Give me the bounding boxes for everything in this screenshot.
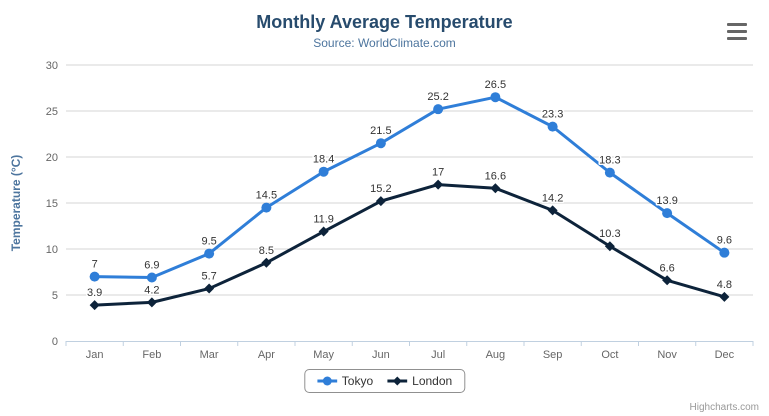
- data-label-tokyo: 23.3: [542, 109, 563, 121]
- data-point-london[interactable]: [490, 183, 501, 194]
- data-label-london: 6.6: [659, 262, 674, 274]
- data-label-tokyo: 25.2: [427, 91, 448, 103]
- data-label-london: 4.8: [717, 279, 732, 291]
- data-point-tokyo[interactable]: [146, 272, 157, 283]
- data-label-tokyo: 18.3: [599, 155, 620, 167]
- series-line-tokyo[interactable]: [93, 95, 726, 280]
- x-axis-label: Mar: [200, 349, 219, 361]
- data-label-london: 3.9: [87, 287, 102, 299]
- legend-label-tokyo: Tokyo: [341, 374, 374, 388]
- data-label-tokyo: 9.6: [717, 235, 732, 247]
- data-label-tokyo: 13.9: [656, 195, 677, 207]
- data-point-london[interactable]: [719, 291, 730, 302]
- data-label-london: 5.7: [201, 271, 216, 283]
- data-point-london[interactable]: [261, 257, 272, 268]
- data-label-london: 10.3: [599, 228, 620, 240]
- x-axis-label: Oct: [601, 349, 618, 361]
- data-point-tokyo[interactable]: [375, 138, 386, 149]
- y-axis-label: 0: [52, 336, 58, 348]
- data-point-london[interactable]: [375, 196, 386, 207]
- data-label-tokyo: 7: [92, 259, 98, 271]
- data-label-london: 14.2: [542, 192, 563, 204]
- data-point-tokyo[interactable]: [204, 248, 215, 259]
- data-point-london[interactable]: [318, 226, 329, 237]
- data-label-london: 11.9: [313, 214, 334, 226]
- y-axis-label: 15: [46, 198, 58, 210]
- data-point-tokyo[interactable]: [490, 92, 501, 103]
- data-point-london[interactable]: [89, 300, 100, 311]
- x-axis-label: Aug: [486, 349, 506, 361]
- y-axis-label: 20: [46, 152, 58, 164]
- data-point-tokyo[interactable]: [261, 202, 272, 213]
- data-label-tokyo: 18.4: [313, 154, 334, 166]
- x-axis-label: Sep: [543, 349, 563, 361]
- data-point-tokyo[interactable]: [662, 208, 673, 219]
- hamburger-icon: [727, 29, 747, 33]
- x-axis-label: Dec: [715, 349, 735, 361]
- x-axis-label: May: [313, 349, 334, 361]
- x-axis-label: Feb: [142, 349, 161, 361]
- data-point-london[interactable]: [662, 275, 673, 286]
- data-point-london[interactable]: [146, 297, 157, 308]
- data-label-london: 4.2: [144, 284, 159, 296]
- credits-link[interactable]: Highcharts.com: [689, 402, 759, 413]
- data-point-london[interactable]: [204, 283, 215, 294]
- y-axis-label: 5: [52, 290, 58, 302]
- x-axis-label: Jul: [431, 349, 445, 361]
- context-menu-button[interactable]: [725, 18, 753, 44]
- data-label-tokyo: 6.9: [144, 260, 159, 272]
- data-label-tokyo: 21.5: [370, 125, 391, 137]
- chart-subtitle: Source: WorldClimate.com: [313, 36, 456, 50]
- data-point-london[interactable]: [433, 179, 444, 190]
- london-legend-marker-icon: [387, 376, 408, 386]
- y-axis-label: 10: [46, 244, 58, 256]
- data-point-tokyo[interactable]: [719, 247, 730, 258]
- legend: Tokyo London: [303, 369, 466, 393]
- y-axis-title: Temperature (°C): [9, 155, 23, 252]
- x-axis-label: Apr: [258, 349, 275, 361]
- data-label-london: 15.2: [370, 183, 391, 195]
- data-point-tokyo[interactable]: [547, 121, 558, 132]
- data-point-tokyo[interactable]: [604, 167, 615, 178]
- series-line-london[interactable]: [93, 183, 726, 307]
- data-label-london: 17: [432, 167, 444, 179]
- legend-label-london: London: [412, 374, 453, 388]
- data-label-london: 16.6: [485, 170, 506, 182]
- data-point-tokyo[interactable]: [318, 166, 329, 177]
- x-axis-label: Nov: [657, 349, 677, 361]
- data-label-tokyo: 26.5: [485, 79, 506, 91]
- x-axis-label: Jun: [372, 349, 390, 361]
- data-point-tokyo[interactable]: [89, 271, 100, 282]
- data-point-london[interactable]: [604, 241, 615, 252]
- hamburger-icon: [727, 22, 747, 26]
- y-axis-label: 30: [46, 60, 58, 72]
- legend-item-london[interactable]: London: [387, 374, 452, 388]
- hamburger-icon: [727, 36, 747, 40]
- data-point-tokyo[interactable]: [433, 104, 444, 115]
- chart-title: Monthly Average Temperature: [256, 12, 513, 32]
- tokyo-legend-marker-icon: [316, 376, 337, 386]
- data-label-tokyo: 9.5: [201, 236, 216, 248]
- data-label-london: 8.5: [259, 245, 274, 257]
- data-label-tokyo: 14.5: [256, 190, 277, 202]
- x-axis-label: Jan: [86, 349, 104, 361]
- y-axis-label: 25: [46, 106, 58, 118]
- legend-item-tokyo[interactable]: Tokyo: [316, 374, 374, 388]
- data-point-london[interactable]: [547, 205, 558, 216]
